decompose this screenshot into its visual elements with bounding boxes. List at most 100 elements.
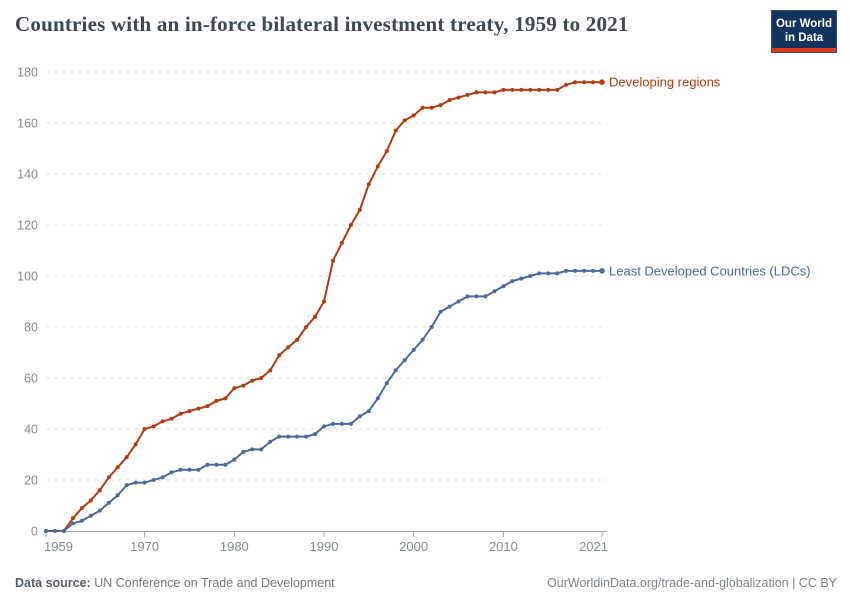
data-point-marker xyxy=(402,358,407,363)
data-point-marker xyxy=(429,105,434,110)
data-point-marker xyxy=(411,113,416,118)
data-point-marker xyxy=(456,299,461,304)
data-point-marker xyxy=(510,87,515,92)
data-point-marker xyxy=(331,421,335,426)
data-point-marker xyxy=(277,434,282,439)
data-point-marker xyxy=(151,478,156,482)
data-point-marker xyxy=(250,447,255,452)
data-point-marker xyxy=(205,462,210,467)
data-point-marker xyxy=(555,87,560,92)
data-point-marker xyxy=(393,368,398,373)
data-point-marker xyxy=(564,268,569,273)
data-point-marker xyxy=(501,87,506,92)
data-point-marker xyxy=(53,529,57,533)
y-tick-label: 120 xyxy=(17,219,38,233)
y-tick-label: 100 xyxy=(17,270,38,284)
data-point-marker xyxy=(268,439,273,444)
data-point-marker xyxy=(447,304,452,309)
data-point-marker xyxy=(474,90,479,95)
data-point-marker xyxy=(573,80,578,85)
data-point-marker xyxy=(555,271,560,276)
data-point-marker xyxy=(295,434,300,439)
data-point-marker xyxy=(61,529,66,533)
data-point-marker xyxy=(384,381,389,386)
data-point-marker xyxy=(97,488,102,493)
series-line-least-developed-countries-ldcs[interactable] xyxy=(45,269,603,532)
data-point-marker xyxy=(295,337,300,342)
data-point-marker xyxy=(348,223,353,227)
data-point-marker xyxy=(537,87,542,92)
chart-footer: Data source: UN Conference on Trade and … xyxy=(15,576,837,590)
data-point-marker xyxy=(537,271,542,276)
data-point-marker xyxy=(133,442,138,447)
data-source: Data source: UN Conference on Trade and … xyxy=(15,576,335,590)
series-end-label-least-developed-countries-ldcs[interactable]: Least Developed Countries (LDCs) xyxy=(609,263,811,278)
page-title: Countries with an in-force bilateral inv… xyxy=(15,12,629,36)
data-point-marker xyxy=(492,289,497,294)
data-point-marker xyxy=(402,118,407,123)
x-tick-label: 1990 xyxy=(310,539,339,554)
y-tick-label: 40 xyxy=(24,423,38,437)
data-point-marker xyxy=(366,182,371,187)
data-point-marker xyxy=(546,87,551,92)
data-point-marker xyxy=(411,347,416,352)
data-point-marker xyxy=(599,79,605,85)
data-point-marker xyxy=(205,404,210,409)
data-source-value: UN Conference on Trade and Development xyxy=(90,576,335,590)
series-end-label-developing-regions[interactable]: Developing regions xyxy=(609,75,721,90)
data-point-marker xyxy=(268,368,273,373)
series-line-developing-regions[interactable] xyxy=(45,81,603,532)
data-point-marker xyxy=(223,396,228,401)
data-point-marker xyxy=(88,498,93,503)
y-tick-label: 20 xyxy=(24,474,38,488)
data-point-marker xyxy=(115,493,120,498)
data-point-marker xyxy=(528,87,533,92)
data-point-marker xyxy=(582,80,587,85)
data-point-marker xyxy=(591,80,595,85)
data-point-marker xyxy=(187,467,192,472)
y-tick-label: 60 xyxy=(24,372,38,386)
data-point-marker xyxy=(241,449,246,454)
data-point-marker xyxy=(304,325,309,329)
owid-logo[interactable]: Our World in Data xyxy=(771,10,837,53)
data-point-marker xyxy=(366,409,371,414)
data-point-marker xyxy=(214,462,219,467)
data-point-marker xyxy=(232,457,237,462)
data-point-marker xyxy=(393,128,398,133)
data-point-marker xyxy=(304,434,309,439)
data-point-marker xyxy=(196,406,201,411)
data-point-marker xyxy=(232,386,237,391)
y-tick-label: 140 xyxy=(17,168,38,182)
data-point-marker xyxy=(151,424,156,429)
data-point-marker xyxy=(465,294,470,299)
data-point-marker xyxy=(133,480,138,485)
data-point-marker xyxy=(357,207,362,212)
y-tick-label: 0 xyxy=(31,525,38,539)
data-point-marker xyxy=(124,455,129,460)
data-point-marker xyxy=(88,513,93,518)
data-point-marker xyxy=(214,398,219,403)
data-point-marker xyxy=(375,164,380,169)
x-tick-label: 1980 xyxy=(220,539,249,554)
credit-link[interactable]: OurWorldinData.org/trade-and-globalizati… xyxy=(547,576,837,590)
data-point-marker xyxy=(483,90,488,95)
y-tick-label: 80 xyxy=(24,321,38,335)
data-point-marker xyxy=(456,95,461,100)
data-point-marker xyxy=(277,353,282,358)
data-point-marker xyxy=(465,92,470,97)
data-point-marker xyxy=(178,467,183,472)
x-tick-label: 2021 xyxy=(579,539,608,554)
data-point-marker xyxy=(286,345,291,350)
data-point-marker xyxy=(259,447,264,452)
x-tick-label: 1959 xyxy=(44,539,73,554)
y-tick-label: 160 xyxy=(17,117,38,131)
data-point-marker xyxy=(70,516,75,521)
data-point-marker xyxy=(106,475,111,480)
data-point-marker xyxy=(97,508,102,513)
owid-logo-line1: Our World xyxy=(775,18,832,31)
data-point-marker xyxy=(124,483,129,488)
data-point-marker xyxy=(313,314,317,319)
data-point-marker xyxy=(79,506,84,511)
data-point-marker xyxy=(384,149,389,154)
data-point-marker xyxy=(259,376,264,380)
